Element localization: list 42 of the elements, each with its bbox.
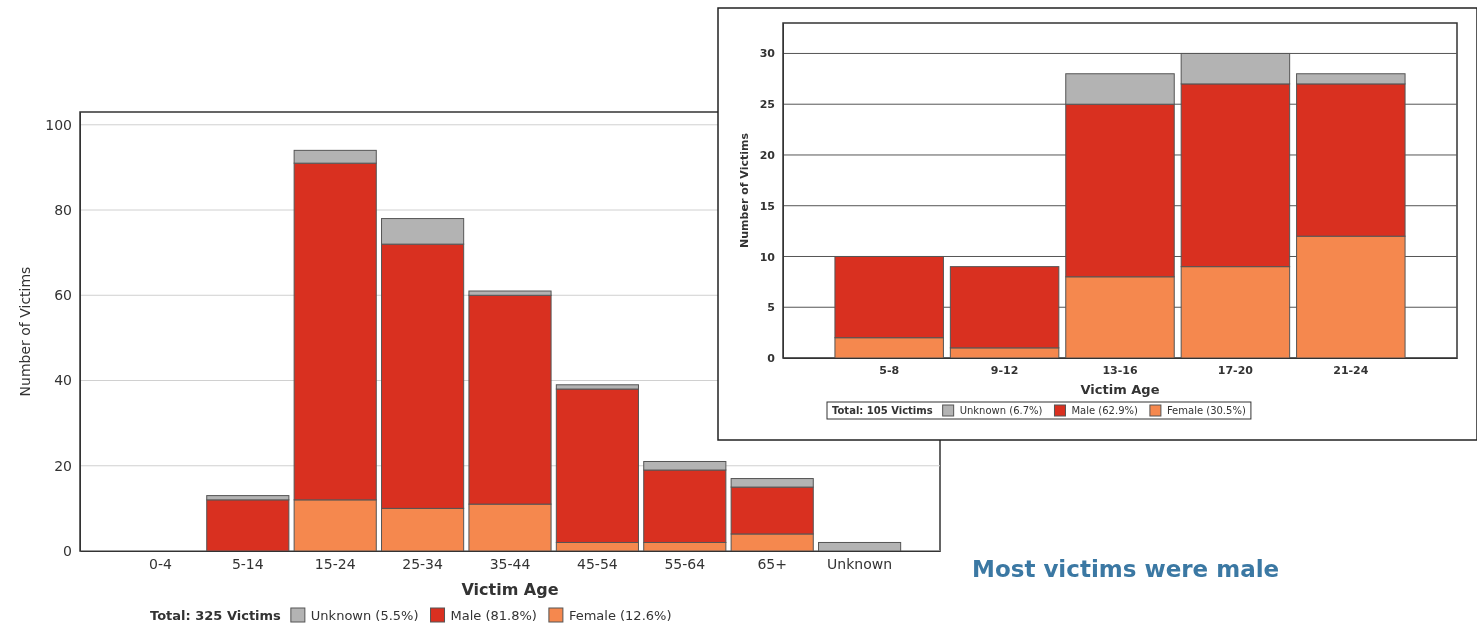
x-tick-label: 25-34 — [402, 555, 444, 572]
legend-title: Total: 325 Victims — [150, 608, 282, 623]
x-tick-label: 35-44 — [489, 555, 531, 572]
bar — [818, 541, 902, 552]
legend-label: Unknown (5.5%) — [310, 608, 419, 623]
y-tick-label: 0 — [63, 542, 72, 559]
legend-label: Male (81.8%) — [450, 608, 537, 623]
x-tick-label: 13-16 — [1102, 363, 1138, 377]
legend-title: Total: 105 Victims — [832, 405, 933, 416]
x-tick-label: 5-8 — [879, 363, 900, 377]
y-tick-label: 20 — [54, 457, 72, 474]
legend-label: Unknown (6.7%) — [959, 405, 1043, 416]
y-axis-title: Number of Victims — [738, 132, 751, 248]
x-tick-label: 0-4 — [148, 555, 172, 572]
y-tick-label: 15 — [759, 199, 775, 213]
x-tick-label: 15-24 — [314, 555, 356, 572]
y-tick-label: 30 — [759, 47, 776, 61]
y-tick-label: 25 — [759, 98, 775, 112]
y-axis-title: Number of Victims — [17, 266, 33, 397]
x-tick-label: 65+ — [757, 555, 787, 572]
text: Most victims were male — [972, 556, 1280, 582]
y-tick-label: 10 — [759, 250, 776, 264]
x-tick-label: 21-24 — [1333, 363, 1369, 377]
legend-label: Female (12.6%) — [568, 608, 672, 623]
x-tick-label: 5-14 — [231, 555, 264, 572]
x-tick-label: 9-12 — [990, 363, 1019, 377]
y-tick-label: 40 — [54, 372, 72, 389]
legend-label: Male (62.9%) — [1071, 405, 1138, 416]
y-tick-label: 5 — [767, 301, 775, 315]
y-tick-label: 60 — [54, 287, 72, 304]
y-tick-label: 100 — [45, 116, 72, 133]
y-tick-label: 20 — [759, 148, 776, 162]
x-tick-label: 17-20 — [1217, 363, 1254, 377]
y-tick-label: 80 — [54, 202, 72, 219]
x-axis-title: Victim Age — [1080, 382, 1160, 397]
legend-label: Female (30.5%) — [1166, 405, 1246, 416]
x-tick-label: 55-64 — [664, 555, 706, 572]
x-tick-label: Unknown — [827, 555, 893, 572]
x-axis-title: Victim Age — [461, 580, 559, 599]
y-tick-label: 0 — [767, 352, 776, 366]
bar — [206, 499, 290, 552]
x-tick-label: 45-54 — [577, 555, 618, 572]
